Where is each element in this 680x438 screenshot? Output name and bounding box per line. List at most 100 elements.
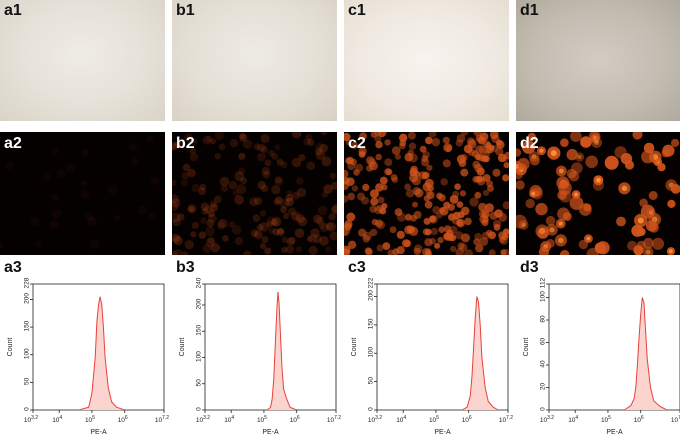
- cell: [308, 245, 318, 255]
- cell: [516, 180, 525, 190]
- cell: [559, 179, 568, 189]
- cell: [138, 205, 147, 215]
- cell: [473, 238, 481, 246]
- cell-highlight: [637, 217, 644, 224]
- cell: [253, 143, 261, 151]
- cell: [369, 205, 377, 213]
- cell: [443, 143, 453, 153]
- histogram-fill: [78, 296, 125, 410]
- cell: [412, 201, 418, 208]
- x-tick-label: 106: [290, 415, 300, 424]
- panel-label-c1: c1: [348, 2, 366, 19]
- fluorescence-image-c2: [344, 132, 509, 255]
- cell: [379, 176, 388, 185]
- x-tick-label: 105: [601, 415, 611, 424]
- cell: [280, 206, 287, 213]
- cell: [460, 206, 470, 216]
- cell: [518, 220, 529, 230]
- cell: [315, 150, 326, 160]
- cell: [616, 216, 626, 227]
- cell: [474, 191, 482, 199]
- cell: [181, 251, 189, 255]
- fluorescence-image-b2: [172, 132, 337, 255]
- cell: [214, 153, 221, 160]
- x-tick-label: 107.2: [671, 415, 680, 424]
- brightfield-image-d1: [516, 0, 680, 121]
- cell: [422, 228, 430, 236]
- cell: [205, 238, 215, 248]
- cell: [521, 140, 536, 154]
- cell: [205, 226, 215, 237]
- cell: [486, 229, 493, 237]
- cell: [240, 177, 247, 184]
- cell: [187, 204, 197, 214]
- cell: [487, 184, 494, 192]
- cell: [405, 189, 415, 198]
- cell: [645, 220, 658, 232]
- histogram-b3: 0 50 100 150 200 240 103.2 104 105 106 107.2 PE-A Co…: [179, 277, 341, 436]
- cell: [318, 222, 326, 230]
- cell: [210, 243, 220, 253]
- cell: [384, 139, 391, 146]
- cell: [455, 247, 465, 255]
- cell: [188, 206, 195, 213]
- cell: [113, 214, 120, 221]
- cell: [298, 154, 306, 161]
- cell: [614, 146, 627, 159]
- cell: [319, 236, 329, 246]
- cell: [516, 170, 523, 180]
- cell: [34, 239, 43, 248]
- cell: [181, 171, 189, 180]
- cell: [173, 235, 183, 246]
- cell: [172, 218, 181, 227]
- cell: [210, 138, 216, 145]
- cell: [276, 158, 284, 166]
- cell: [288, 207, 296, 216]
- cell: [291, 157, 302, 168]
- cell: [404, 183, 411, 191]
- cell: [422, 248, 431, 255]
- cell: [376, 244, 384, 252]
- cell: [448, 213, 456, 221]
- cell: [206, 219, 215, 228]
- cell: [264, 247, 272, 255]
- cell: [434, 242, 441, 249]
- cell-highlight: [559, 168, 564, 174]
- cell: [209, 203, 219, 212]
- histogram-fill: [267, 291, 297, 410]
- cell: [624, 160, 635, 170]
- cell: [236, 184, 247, 195]
- cell: [425, 136, 433, 145]
- cell: [413, 210, 422, 219]
- cell: [502, 174, 509, 182]
- cell: [274, 177, 284, 187]
- y-tick-label: 222: [368, 277, 375, 288]
- cell: [332, 203, 337, 213]
- cell: [646, 207, 656, 217]
- cell: [242, 139, 253, 149]
- cell: [190, 231, 197, 238]
- cell: [402, 239, 411, 248]
- cell: [331, 181, 337, 190]
- cell: [303, 137, 311, 146]
- cell: [51, 147, 59, 155]
- x-tick-label: 103.2: [196, 415, 210, 424]
- cell: [478, 202, 487, 212]
- cell: [559, 190, 572, 203]
- cell: [440, 178, 448, 186]
- cell: [191, 221, 199, 230]
- cell: [264, 159, 272, 167]
- cell: [427, 185, 434, 192]
- cell: [377, 196, 385, 204]
- cell: [504, 151, 509, 160]
- cell: [482, 189, 490, 196]
- cell: [364, 247, 372, 255]
- cell: [228, 180, 238, 190]
- cell: [517, 157, 530, 171]
- cell: [331, 205, 337, 215]
- cell: [174, 248, 183, 255]
- panel-label-b3: b3: [176, 259, 195, 276]
- cell-highlight: [521, 222, 526, 228]
- brightfield-image-c1: [344, 0, 509, 121]
- y-axis-label: Count: [523, 338, 530, 357]
